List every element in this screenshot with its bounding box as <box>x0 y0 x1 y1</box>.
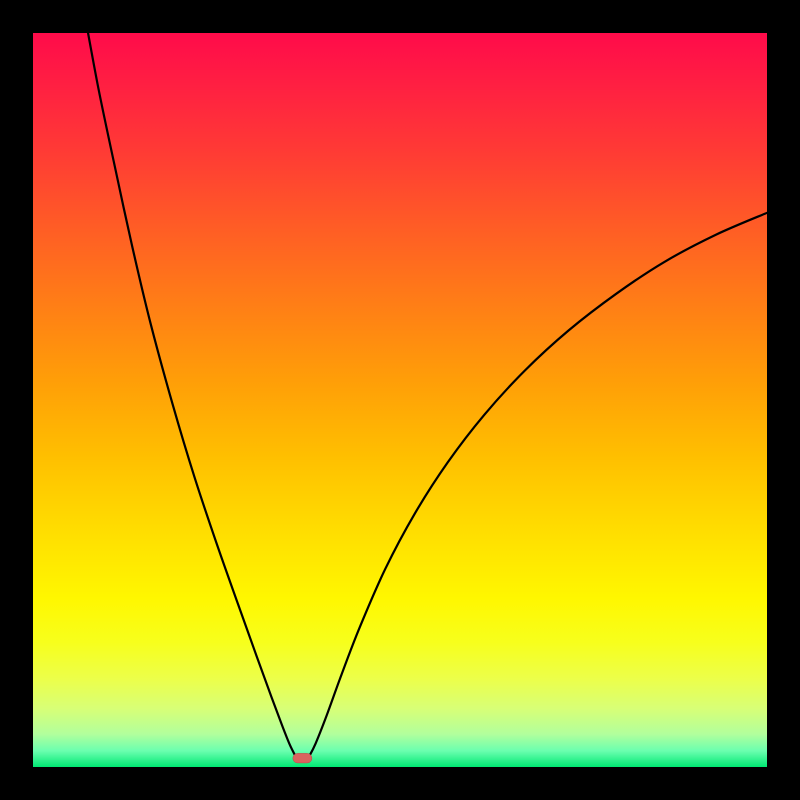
border-top <box>0 0 800 33</box>
minimum-marker <box>293 753 312 763</box>
curve-left-branch <box>88 33 296 757</box>
chart-frame: TheBottleneck.com <box>0 0 800 800</box>
plot-area <box>33 33 767 767</box>
border-left <box>0 0 33 800</box>
border-bottom <box>0 767 800 800</box>
curve-svg <box>33 33 767 767</box>
curve-right-branch <box>309 213 767 757</box>
border-right <box>767 0 800 800</box>
